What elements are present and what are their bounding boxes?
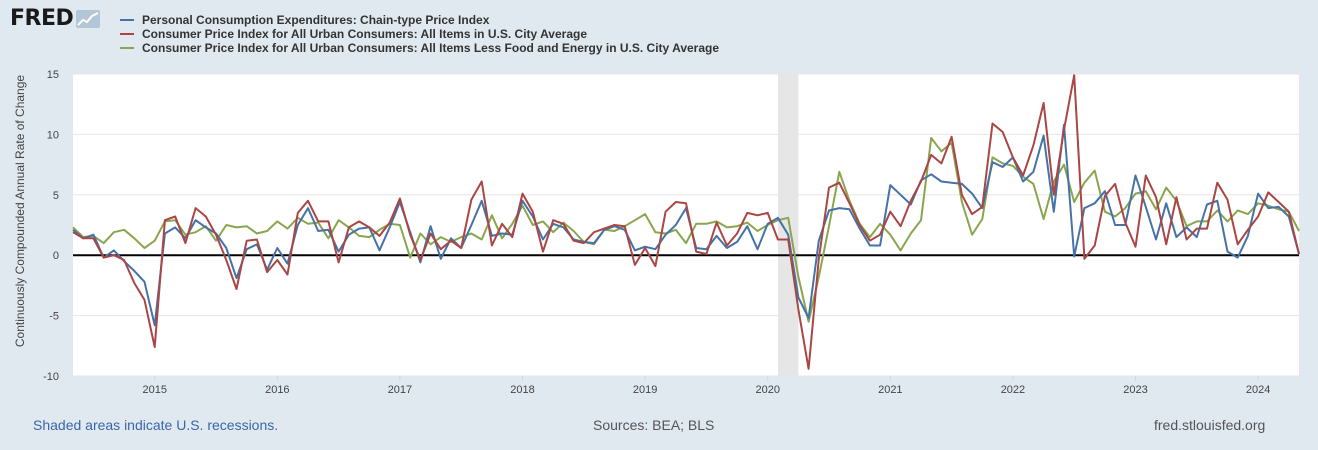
x-tick-label: 2017 (388, 384, 412, 396)
y-tick-label: 0 (53, 250, 59, 262)
sources-note: Sources: BEA; BLS (593, 417, 715, 433)
y-tick-label: -10 (43, 371, 59, 383)
legend-label-cpi: Consumer Price Index for All Urban Consu… (142, 27, 587, 41)
series-line-cpi (72, 74, 1300, 370)
x-tick-label: 2022 (1001, 384, 1025, 396)
x-tick-label: 2016 (265, 384, 289, 396)
series-line-core-cpi (72, 137, 1300, 323)
x-tick-label: 2021 (878, 384, 902, 396)
legend-swatch-pce (120, 19, 134, 21)
fred-logo[interactable]: FRED (10, 6, 101, 31)
legend-swatch-cpi (120, 33, 134, 35)
fred-logo-text: FRED (10, 6, 74, 31)
x-tick-label: 2024 (1246, 384, 1270, 396)
legend-swatch-core-cpi (120, 47, 134, 49)
recession-note-link[interactable]: Shaded areas indicate U.S. recessions. (33, 417, 279, 433)
chart-legend: Personal Consumption Expenditures: Chain… (120, 13, 719, 55)
legend-label-pce: Personal Consumption Expenditures: Chain… (142, 13, 490, 27)
recession-band-0 (777, 74, 799, 376)
y-axis-label: Continuously Compounded Annual Rate of C… (13, 74, 27, 348)
x-tick-label: 2023 (1123, 384, 1147, 396)
legend-item-pce: Personal Consumption Expenditures: Chain… (120, 13, 719, 27)
x-tick-label: 2019 (633, 384, 657, 396)
chart-trend-icon (76, 9, 101, 28)
series-line-pce (72, 123, 1300, 327)
legend-item-cpi: Consumer Price Index for All Urban Consu… (120, 27, 719, 41)
y-tick-label: 5 (53, 190, 59, 202)
x-tick-label: 2018 (510, 384, 534, 396)
site-url: fred.stlouisfed.org (1154, 417, 1266, 433)
y-tick-label: -5 (49, 311, 59, 323)
plot-area (73, 74, 1299, 376)
x-tick-label: 2020 (755, 384, 779, 396)
y-tick-label: 15 (47, 69, 59, 81)
y-tick-label: 10 (47, 129, 59, 141)
x-tick-label: 2015 (142, 384, 166, 396)
legend-item-core-cpi: Consumer Price Index for All Urban Consu… (120, 41, 719, 55)
legend-label-core-cpi: Consumer Price Index for All Urban Consu… (142, 41, 720, 55)
